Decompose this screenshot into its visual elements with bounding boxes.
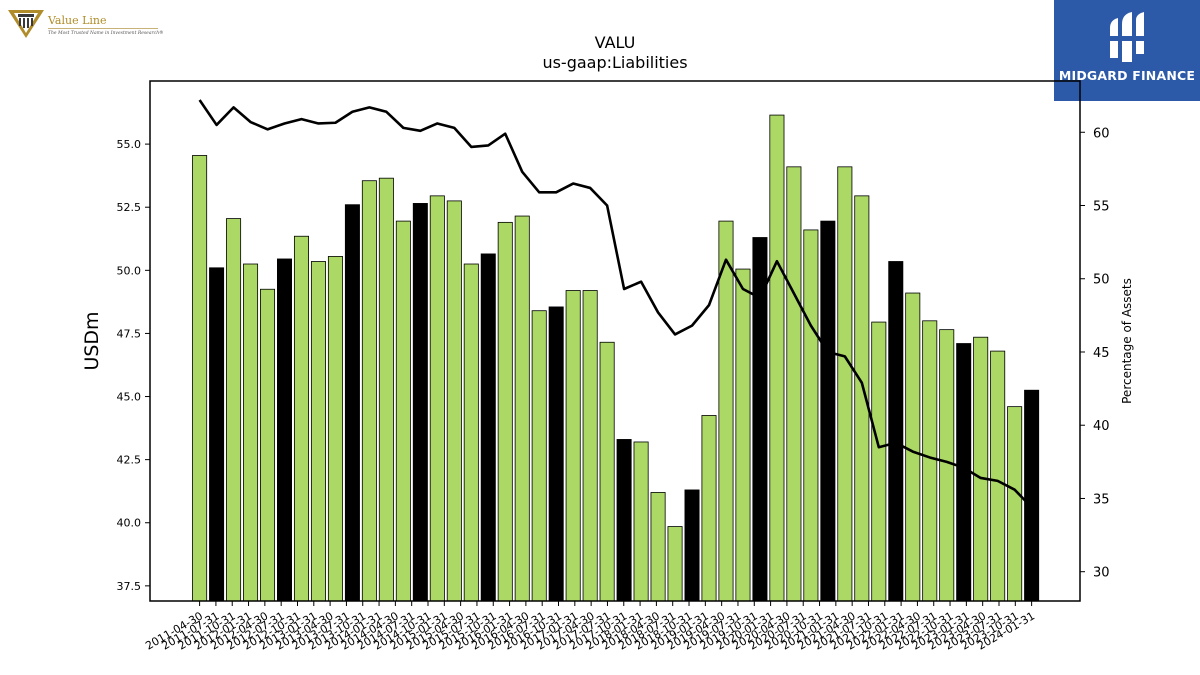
brand-right-name: MIDGARD FINANCE bbox=[1058, 68, 1196, 83]
bar bbox=[1007, 406, 1023, 602]
bar bbox=[497, 221, 513, 602]
y-tick-label: 55.0 bbox=[117, 138, 142, 151]
midgard-emblem-icon bbox=[1110, 12, 1144, 62]
bar bbox=[548, 306, 564, 602]
left-axis: 37.5 40.0 42.5 45.0 47.5 50.0 52.5 55.0 bbox=[117, 138, 150, 593]
bar bbox=[531, 310, 547, 602]
bar bbox=[905, 292, 921, 602]
y-tick-label: 45.0 bbox=[117, 391, 142, 404]
bar bbox=[582, 290, 598, 602]
y-tick-label: 50.0 bbox=[117, 264, 142, 277]
y2-tick-label: 50 bbox=[1093, 273, 1110, 288]
bar bbox=[888, 261, 904, 602]
percent-of-assets-line bbox=[198, 99, 1033, 509]
y2-tick-label: 40 bbox=[1093, 419, 1110, 434]
bar bbox=[243, 263, 259, 602]
bar bbox=[718, 220, 734, 602]
bar bbox=[820, 220, 836, 602]
bar bbox=[735, 268, 751, 602]
bar bbox=[973, 336, 989, 602]
y2-tick-label: 45 bbox=[1093, 346, 1110, 361]
bar bbox=[769, 114, 785, 602]
bar bbox=[701, 415, 717, 602]
bar bbox=[684, 489, 700, 602]
bar bbox=[226, 218, 242, 602]
y2-tick-label: 60 bbox=[1093, 126, 1110, 141]
plot-frame bbox=[149, 80, 1081, 602]
value-line-emblem-icon bbox=[8, 10, 44, 38]
bar bbox=[429, 195, 445, 602]
y-tick-label: 52.5 bbox=[117, 201, 142, 214]
bar bbox=[192, 155, 208, 602]
bar bbox=[990, 350, 1006, 602]
right-axis: 30 35 40 45 50 55 60 bbox=[1080, 126, 1110, 581]
bar bbox=[463, 263, 479, 602]
y-tick-label: 40.0 bbox=[117, 517, 142, 530]
bar bbox=[446, 200, 462, 602]
bar bbox=[395, 220, 411, 602]
brand-left-tagline: The Most Trusted Name in Investment Rese… bbox=[48, 31, 164, 36]
y-axis-label: USDm bbox=[81, 311, 103, 370]
midgard-finance-logo: MIDGARD FINANCE bbox=[1054, 0, 1200, 101]
bar bbox=[514, 215, 530, 602]
bar bbox=[344, 204, 360, 602]
bar bbox=[260, 288, 276, 602]
chart-title: VALU bbox=[595, 33, 636, 52]
bar bbox=[565, 290, 581, 602]
bar bbox=[922, 320, 938, 602]
bar bbox=[803, 229, 819, 602]
bar bbox=[786, 166, 802, 602]
bar bbox=[1024, 389, 1040, 602]
bar bbox=[310, 261, 326, 602]
bar bbox=[871, 321, 887, 602]
y2-tick-label: 35 bbox=[1093, 492, 1110, 507]
y2-tick-label: 30 bbox=[1093, 566, 1110, 581]
y-tick-label: 37.5 bbox=[117, 580, 142, 593]
bar bbox=[616, 439, 632, 602]
bar-series bbox=[192, 114, 1040, 602]
bar bbox=[276, 258, 292, 602]
bar bbox=[837, 166, 853, 602]
bar bbox=[650, 492, 666, 602]
bar bbox=[480, 253, 496, 602]
bar bbox=[209, 267, 225, 602]
bar bbox=[939, 329, 955, 602]
bar bbox=[361, 180, 377, 602]
y2-axis-label: Percentage of Assets bbox=[1120, 278, 1134, 404]
bar bbox=[667, 526, 683, 602]
line-series bbox=[198, 99, 1033, 509]
bar bbox=[633, 441, 649, 602]
bar bbox=[293, 235, 309, 602]
bar bbox=[599, 341, 615, 602]
chart-subtitle: us-gaap:Liabilities bbox=[542, 53, 687, 72]
bar bbox=[327, 256, 343, 602]
value-line-logo: Value Line The Most Trusted Name in Inve… bbox=[6, 6, 166, 42]
bar bbox=[752, 237, 768, 602]
bar bbox=[378, 177, 394, 602]
bar bbox=[956, 343, 972, 602]
brand-left-rule bbox=[48, 28, 158, 29]
y-tick-label: 42.5 bbox=[117, 454, 142, 467]
brand-left-name: Value Line bbox=[48, 14, 107, 27]
bar bbox=[412, 203, 428, 602]
y2-tick-label: 55 bbox=[1093, 200, 1110, 215]
x-axis: 2011-04-302011-07-312011-10-312012-01-31… bbox=[143, 601, 1037, 653]
y-tick-label: 47.5 bbox=[117, 327, 142, 340]
